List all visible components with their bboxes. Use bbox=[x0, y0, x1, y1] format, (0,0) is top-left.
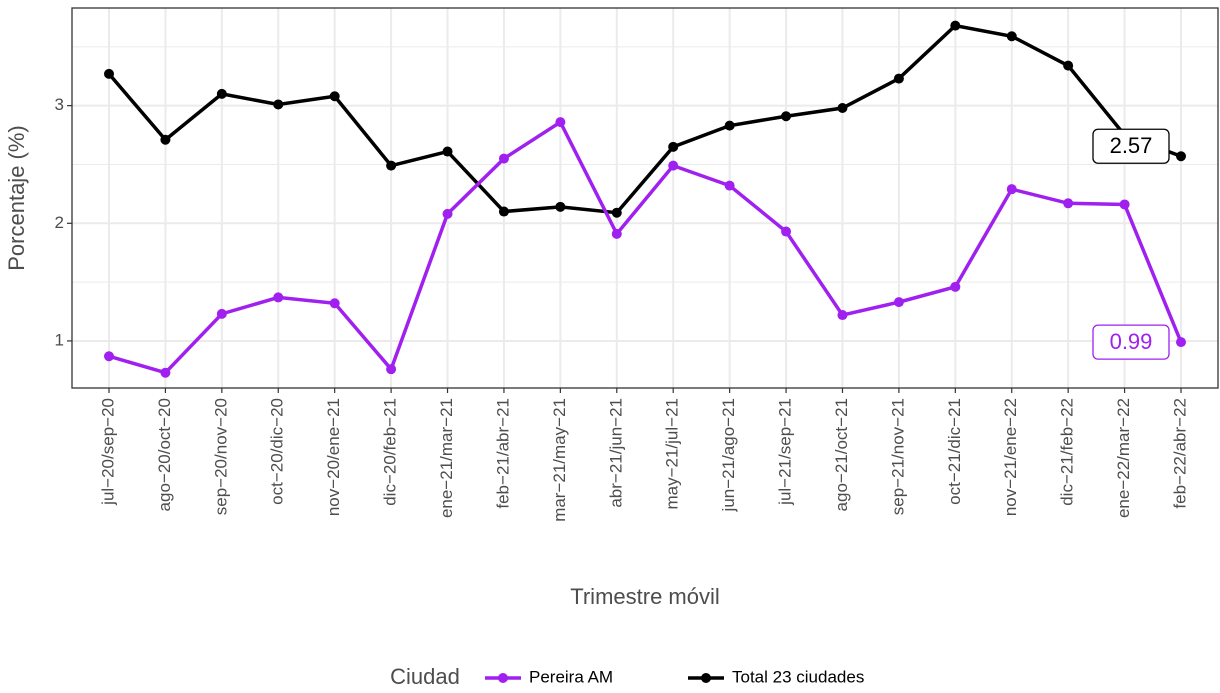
point bbox=[1119, 199, 1130, 210]
x-tick-label: abr−21/jun−21 bbox=[606, 398, 625, 508]
value-label-box bbox=[1092, 128, 1170, 164]
x-tick-label: nov−20/ene−21 bbox=[324, 398, 343, 516]
x-tick-label: nov−21/ene−22 bbox=[1001, 398, 1020, 516]
x-tick-label: jul−21/sep−21 bbox=[776, 398, 795, 506]
x-tick-label: dic−20/feb−21 bbox=[381, 398, 400, 506]
value-label-box bbox=[1092, 324, 1170, 360]
point bbox=[781, 111, 792, 122]
series-line bbox=[107, 23, 1182, 215]
point bbox=[1176, 337, 1186, 348]
point bbox=[611, 207, 622, 218]
point bbox=[104, 68, 114, 79]
x-tick-label: jul−20/sep−20 bbox=[98, 398, 117, 506]
point bbox=[1063, 60, 1074, 71]
x-tick-label: sep−21/nov−21 bbox=[888, 398, 907, 515]
point bbox=[498, 206, 509, 217]
x-tick-label: dic−21/feb−22 bbox=[1058, 398, 1077, 506]
point bbox=[160, 134, 171, 145]
point bbox=[386, 364, 397, 375]
legend-key-point bbox=[701, 673, 711, 683]
plot-border bbox=[71, 7, 1219, 389]
x-tick-label: sep−20/nov−20 bbox=[211, 398, 230, 515]
point bbox=[893, 73, 904, 84]
point bbox=[442, 208, 453, 219]
point bbox=[724, 120, 735, 131]
point bbox=[216, 308, 227, 319]
point bbox=[1176, 151, 1186, 162]
y-tick-label: 1 bbox=[55, 330, 64, 349]
point bbox=[216, 88, 227, 99]
series-line bbox=[108, 119, 1183, 375]
x-tick-label: ago−21/oct−21 bbox=[832, 398, 851, 511]
point bbox=[386, 160, 397, 171]
point bbox=[498, 153, 509, 164]
point bbox=[329, 91, 340, 102]
point bbox=[273, 99, 284, 110]
point bbox=[668, 160, 679, 171]
x-axis-label: Trimestre móvil bbox=[570, 584, 720, 609]
point bbox=[950, 281, 961, 292]
x-tick-label: ene−21/mar−21 bbox=[437, 398, 456, 518]
point bbox=[104, 351, 114, 362]
point bbox=[273, 292, 284, 303]
y-tick-label: 2 bbox=[55, 213, 64, 232]
point bbox=[724, 180, 735, 191]
point bbox=[781, 226, 792, 237]
x-tick-label: oct−21/dic−21 bbox=[945, 398, 964, 505]
point bbox=[668, 141, 679, 152]
point bbox=[1006, 184, 1017, 195]
legend-title: Ciudad bbox=[390, 664, 460, 689]
point bbox=[555, 117, 566, 128]
point bbox=[555, 201, 566, 212]
x-tick-label: mar−21/may−21 bbox=[550, 398, 569, 522]
value-label: 2.57 bbox=[1110, 133, 1153, 158]
point bbox=[837, 103, 848, 113]
point bbox=[837, 310, 848, 321]
legend-label: Total 23 ciudades bbox=[732, 667, 864, 686]
value-label: 0.99 bbox=[1110, 329, 1153, 354]
x-tick-label: jun−21/ago−21 bbox=[719, 398, 738, 512]
point bbox=[611, 228, 622, 239]
x-tick-label: oct−20/dic−20 bbox=[268, 398, 287, 505]
x-tick-label: may−21/jul−21 bbox=[663, 398, 682, 510]
x-tick-label: ago−20/oct−20 bbox=[155, 398, 174, 511]
point bbox=[160, 367, 171, 378]
legend-key-point bbox=[498, 673, 508, 683]
point bbox=[950, 20, 961, 31]
x-tick-label: feb−21/abr−21 bbox=[493, 398, 512, 509]
y-axis-label: Porcentaje (%) bbox=[4, 125, 29, 271]
point bbox=[1006, 31, 1017, 42]
x-tick-label: feb−22/abr−22 bbox=[1170, 398, 1189, 509]
point bbox=[1063, 198, 1074, 209]
point bbox=[329, 298, 340, 309]
point bbox=[893, 297, 904, 308]
point bbox=[442, 146, 453, 157]
legend-label: Pereira AM bbox=[529, 667, 613, 686]
y-tick-label: 3 bbox=[55, 95, 64, 114]
x-tick-label: ene−22/mar−22 bbox=[1114, 398, 1133, 518]
